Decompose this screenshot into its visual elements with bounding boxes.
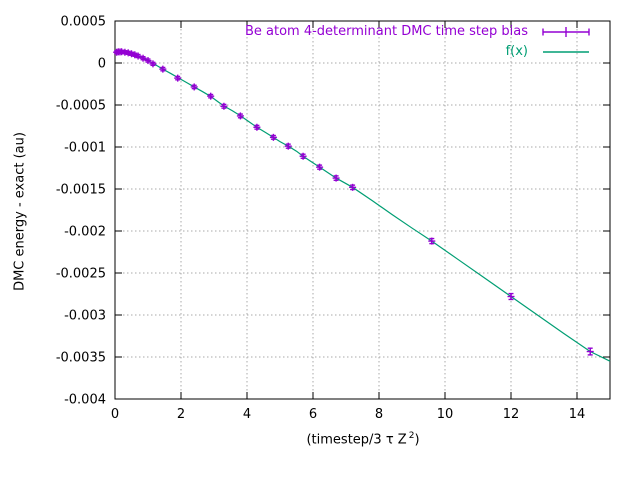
- x-tick-label: 2: [177, 407, 185, 422]
- yerrorbar-sample-icon: [542, 26, 590, 37]
- grid-lines: [115, 21, 610, 399]
- y-tick-label: -0.0005: [56, 99, 106, 114]
- x-tick-label: 14: [569, 407, 586, 422]
- data-point: [284, 142, 292, 150]
- plot-border: [114, 20, 611, 400]
- axis-ticks: [114, 20, 610, 400]
- y-tick-label: -0.004: [64, 393, 106, 408]
- data-point: [428, 237, 436, 245]
- data-point: [159, 65, 167, 73]
- data-point: [253, 123, 261, 131]
- data-point: [144, 57, 152, 65]
- data-point: [190, 83, 198, 91]
- x-tick-labels: 0 2 4 6 8 10 12 14: [111, 407, 585, 422]
- legend-label-fit: f(x): [505, 44, 528, 59]
- y-tick-label: -0.0035: [56, 351, 106, 366]
- data-point: [507, 292, 515, 301]
- y-tick-label: -0.002: [64, 225, 106, 240]
- legend-entry-fit: f(x): [506, 44, 591, 59]
- x-tick-label: 6: [309, 407, 317, 422]
- data-point: [139, 54, 147, 62]
- data-point: [207, 92, 215, 100]
- y-tick-label: -0.001: [64, 141, 106, 156]
- data-point: [332, 174, 340, 182]
- data-point: [149, 60, 157, 68]
- data-point: [269, 133, 277, 141]
- x-tick-label: 4: [243, 407, 251, 422]
- y-tick-labels: 0.0005 0 -0.0005 -0.001 -0.0015 -0.002 -0.0025…: [56, 15, 106, 408]
- x-tick-label: 8: [375, 407, 383, 422]
- legend-entry-data: Be atom 4-determinant DMC time step bias: [245, 24, 591, 39]
- x-tick-label: 0: [111, 407, 119, 422]
- data-point: [586, 347, 594, 356]
- legend: Be atom 4-determinant DMC time step bias…: [245, 24, 591, 59]
- y-tick-label: 0.0005: [61, 15, 107, 30]
- legend-label-data: Be atom 4-determinant DMC time step bias: [244, 24, 528, 39]
- data-point: [236, 112, 244, 120]
- x-axis-title-close: ): [414, 432, 420, 448]
- y-tick-label: -0.003: [64, 309, 106, 324]
- x-axis-title: (timestep/3 τ Z 2): [263, 431, 463, 447]
- y-tick-label: -0.0015: [56, 183, 106, 198]
- x-tick-label: 12: [503, 407, 520, 422]
- data-point: [174, 74, 182, 82]
- y-tick-label: 0: [98, 57, 106, 72]
- data-point: [220, 102, 228, 110]
- y-axis-title: DMC energy - exact (au): [12, 132, 28, 291]
- y-tick-label: -0.0025: [56, 267, 106, 282]
- x-tick-label: 10: [437, 407, 454, 422]
- line-sample-icon: [543, 50, 589, 53]
- x-axis-title-superscript: 2: [408, 431, 415, 441]
- data-point: [349, 183, 357, 191]
- data-point: [316, 163, 324, 171]
- data-points-series: [113, 48, 594, 356]
- data-point: [299, 152, 307, 160]
- x-axis-title-text: (timestep/3 τ Z: [306, 432, 407, 448]
